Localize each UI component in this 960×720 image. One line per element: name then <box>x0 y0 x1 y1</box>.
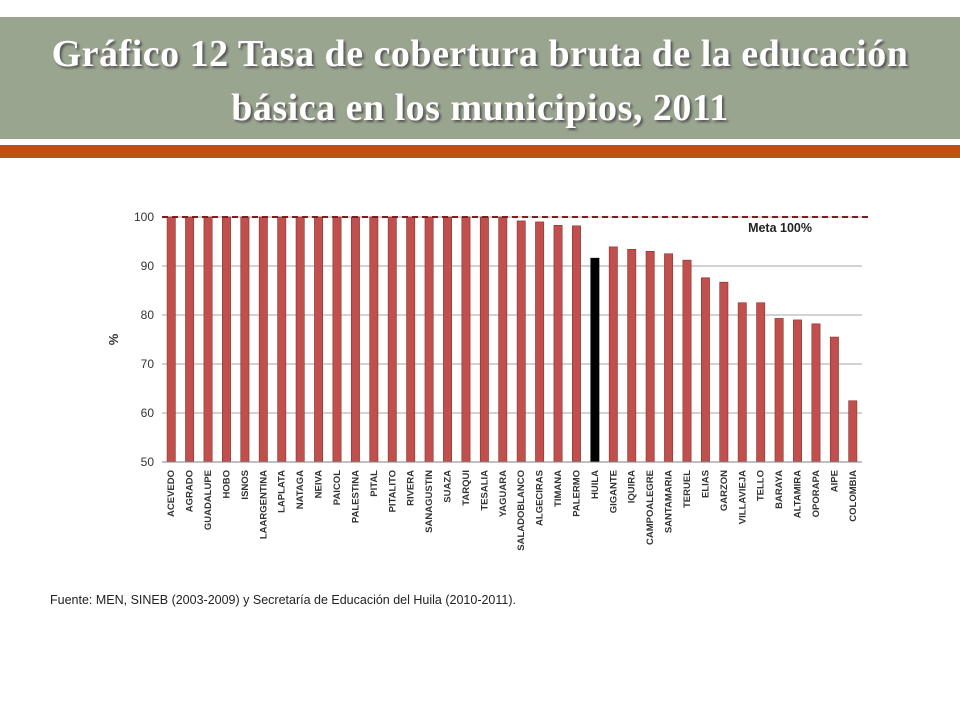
bar <box>645 250 655 463</box>
bar <box>185 216 195 463</box>
x-tick-label: NATAGA <box>295 470 306 509</box>
bar <box>222 216 231 463</box>
bar <box>258 216 268 463</box>
bar <box>314 216 324 463</box>
x-tick-label: AGRADO <box>185 470 196 512</box>
bar <box>572 225 581 463</box>
y-tick-label: 90 <box>141 259 155 273</box>
x-tick-label: ELIAS <box>700 470 711 498</box>
bar <box>829 336 839 463</box>
x-tick-label: RIVERA <box>406 470 417 506</box>
y-tick-label: 50 <box>141 455 155 469</box>
x-tick-label: LAARGENTINA <box>258 470 269 539</box>
bar <box>369 216 379 463</box>
bar <box>774 318 784 463</box>
x-tick-label: GARZON <box>719 470 730 511</box>
x-tick-label: AIPE <box>829 470 840 492</box>
y-tick-label: 70 <box>141 357 155 371</box>
x-tick-label: CAMPOALEGRE <box>645 470 656 545</box>
x-tick-label: PALESTINA <box>350 470 361 523</box>
x-tick-label: GUADALUPE <box>203 470 214 530</box>
slide-title: Gráfico 12 Tasa de cobertura bruta de la… <box>40 27 920 135</box>
x-tick-label: LAPLATA <box>277 470 288 513</box>
y-tick-label: 80 <box>141 308 155 322</box>
bar <box>682 259 692 463</box>
title-line-1: Gráfico 12 Tasa de cobertura bruta de la… <box>51 33 909 75</box>
x-tick-label: HUILA <box>590 470 601 499</box>
reference-line-label: Meta 100% <box>748 221 812 235</box>
bar <box>498 216 508 463</box>
bar <box>627 249 637 463</box>
x-tick-label: PITAL <box>369 470 380 497</box>
x-tick-label: OPORAPA <box>811 470 822 517</box>
bar <box>461 216 471 463</box>
x-tick-label: GIGANTE <box>608 470 619 513</box>
x-tick-label: NEIVA <box>314 470 325 498</box>
bar <box>443 216 452 463</box>
bar <box>553 225 563 463</box>
x-tick-label: SALADOBLANCO <box>516 470 527 551</box>
bar <box>387 216 397 463</box>
bar <box>277 216 287 463</box>
x-tick-label: TIMANA <box>553 470 564 507</box>
x-tick-label: TESALIA <box>479 470 490 511</box>
y-tick-label: 100 <box>134 210 154 224</box>
bar <box>719 281 729 463</box>
bar-chart: 50 60 70 80 90 100% ACEVEDO AGRADO GUADALUPE HOBO… <box>106 210 870 551</box>
bar <box>737 302 747 463</box>
x-tick-label: PAICOL <box>332 470 343 505</box>
bar <box>848 400 858 463</box>
bar <box>700 277 710 463</box>
bar <box>608 246 618 463</box>
y-tick-label: 60 <box>141 406 155 420</box>
x-tick-label: PALERMO <box>571 470 582 517</box>
x-tick-label: TERUEL <box>682 470 693 508</box>
x-tick-label: TARQUI <box>461 470 472 506</box>
x-tick-label: TELLO <box>756 470 767 501</box>
bar <box>535 221 545 463</box>
bar <box>295 216 305 463</box>
bar <box>756 302 766 463</box>
y-axis-label: % <box>106 333 121 345</box>
bar <box>590 257 600 463</box>
source-note: Fuente: MEN, SINEB (2003-2009) y Secreta… <box>50 593 516 607</box>
x-tick-label: SANAGUSTIN <box>424 470 435 533</box>
bar <box>479 216 489 463</box>
x-tick-label: IQUIRA <box>627 470 638 503</box>
x-tick-label: ALTAMIRA <box>793 470 804 518</box>
bar <box>332 216 342 463</box>
x-tick-label: BARAYA <box>774 470 785 509</box>
x-tick-label: ACEVEDO <box>166 470 177 517</box>
bar <box>664 253 674 463</box>
x-tick-label: COLOMBIA <box>848 470 859 522</box>
title-line-2: básica en los municipios, 2011 <box>231 87 729 129</box>
bar <box>811 323 821 463</box>
x-tick-label: PITALITO <box>387 470 398 512</box>
bar <box>240 216 250 463</box>
bar <box>203 216 213 463</box>
bar <box>166 216 176 463</box>
bar <box>350 216 360 463</box>
bar <box>406 216 416 463</box>
x-tick-label: ISNOS <box>240 470 251 500</box>
accent-bar <box>0 145 960 158</box>
title-band: Gráfico 12 Tasa de cobertura bruta de la… <box>0 17 960 139</box>
bar <box>516 220 526 463</box>
x-tick-label: HOBO <box>221 470 232 499</box>
x-tick-label: VILLAVIEJA <box>737 470 748 524</box>
x-tick-label: SANTAMARIA <box>664 470 675 533</box>
x-tick-label: SUAZA <box>443 470 454 503</box>
bar <box>424 216 434 463</box>
x-tick-label: ALGECIRAS <box>535 470 546 526</box>
x-tick-label: YAGUARA <box>498 470 509 517</box>
bar <box>793 319 802 463</box>
